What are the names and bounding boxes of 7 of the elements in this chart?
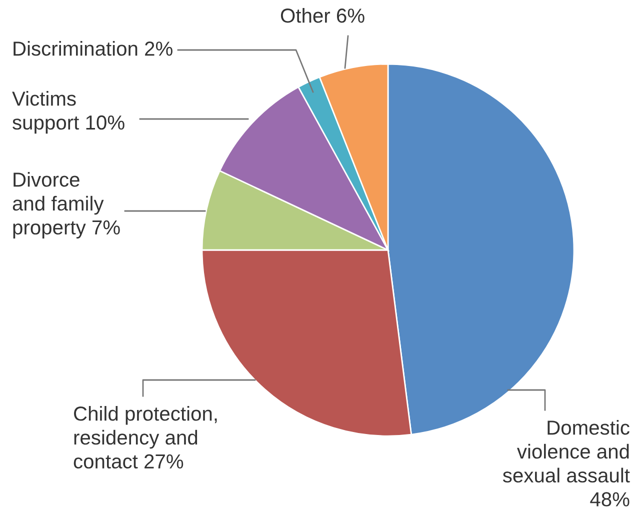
slice-label: Domestic violence and sexual assault <box>502 420 630 483</box>
slice-label: Other 6% <box>280 8 364 23</box>
slice-label: Child protection, residency and contact 27% <box>74 406 217 469</box>
slice-label: Victims support 10% <box>12 91 124 134</box>
data-label: 48% <box>590 492 630 506</box>
slice-label: Discrimination 2% <box>14 41 172 56</box>
slice-label: Divorce and family property 7% <box>12 172 120 239</box>
